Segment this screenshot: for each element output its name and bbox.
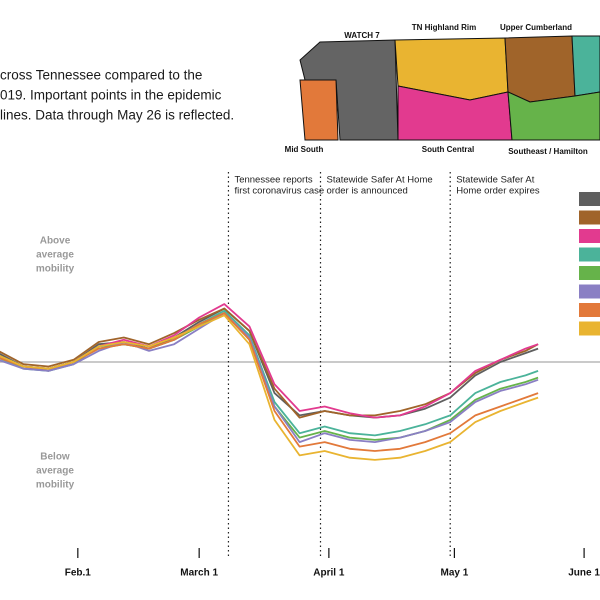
above-label: average <box>36 250 74 261</box>
x-tick-label: June 1 <box>568 568 600 579</box>
series-line <box>0 312 539 452</box>
below-label: average <box>36 466 74 477</box>
intro-text: cross Tennessee compared to the <box>0 68 202 83</box>
series-line <box>0 314 539 461</box>
annotation-text: Statewide Safer At Home <box>327 175 433 186</box>
series-line <box>0 312 539 443</box>
annotation-text: Home order expires <box>456 186 540 197</box>
region-label: Upper Cumberland <box>500 23 572 32</box>
annotation-text: first coronavirus case <box>234 186 324 197</box>
region-map: WATCH 7 TN Highland Rim Upper Cumberland… <box>285 23 600 156</box>
legend-swatch <box>579 192 600 206</box>
legend-swatch <box>579 321 600 336</box>
legend-swatch <box>579 284 600 299</box>
region-label: Mid South <box>285 145 324 154</box>
map-region <box>504 35 576 103</box>
legend-swatch <box>579 303 600 317</box>
map-region <box>507 91 600 141</box>
intro-text: lines. Data through May 26 is reflected. <box>0 108 234 123</box>
region-label: Southeast / Hamilton <box>508 147 588 156</box>
below-label: Below <box>40 452 70 463</box>
x-tick-label: May 1 <box>440 568 468 579</box>
map-region <box>299 39 399 141</box>
map-region <box>571 35 600 97</box>
region-label: South Central <box>422 145 474 154</box>
legend-swatch <box>579 247 600 262</box>
x-tick-label: March 1 <box>180 568 218 579</box>
below-label: mobility <box>36 480 75 491</box>
legend-swatch <box>579 266 600 280</box>
x-tick-label: April 1 <box>313 568 345 579</box>
intro-text: 019. Important points in the epidemic <box>0 88 222 103</box>
map-region <box>299 79 339 141</box>
annotation-text: Statewide Safer At <box>456 175 535 186</box>
annotation-text: order is announced <box>327 186 408 197</box>
series-line <box>0 307 539 419</box>
legend-swatch <box>579 210 600 225</box>
above-label: Above <box>40 236 71 247</box>
annotation-text: Tennessee reports <box>234 175 312 186</box>
x-tick-label: Feb.1 <box>65 568 92 579</box>
region-label: WATCH 7 <box>344 31 380 40</box>
legend-swatch <box>579 229 600 243</box>
region-label: TN Highland Rim <box>412 23 476 32</box>
above-label: mobility <box>36 264 75 275</box>
